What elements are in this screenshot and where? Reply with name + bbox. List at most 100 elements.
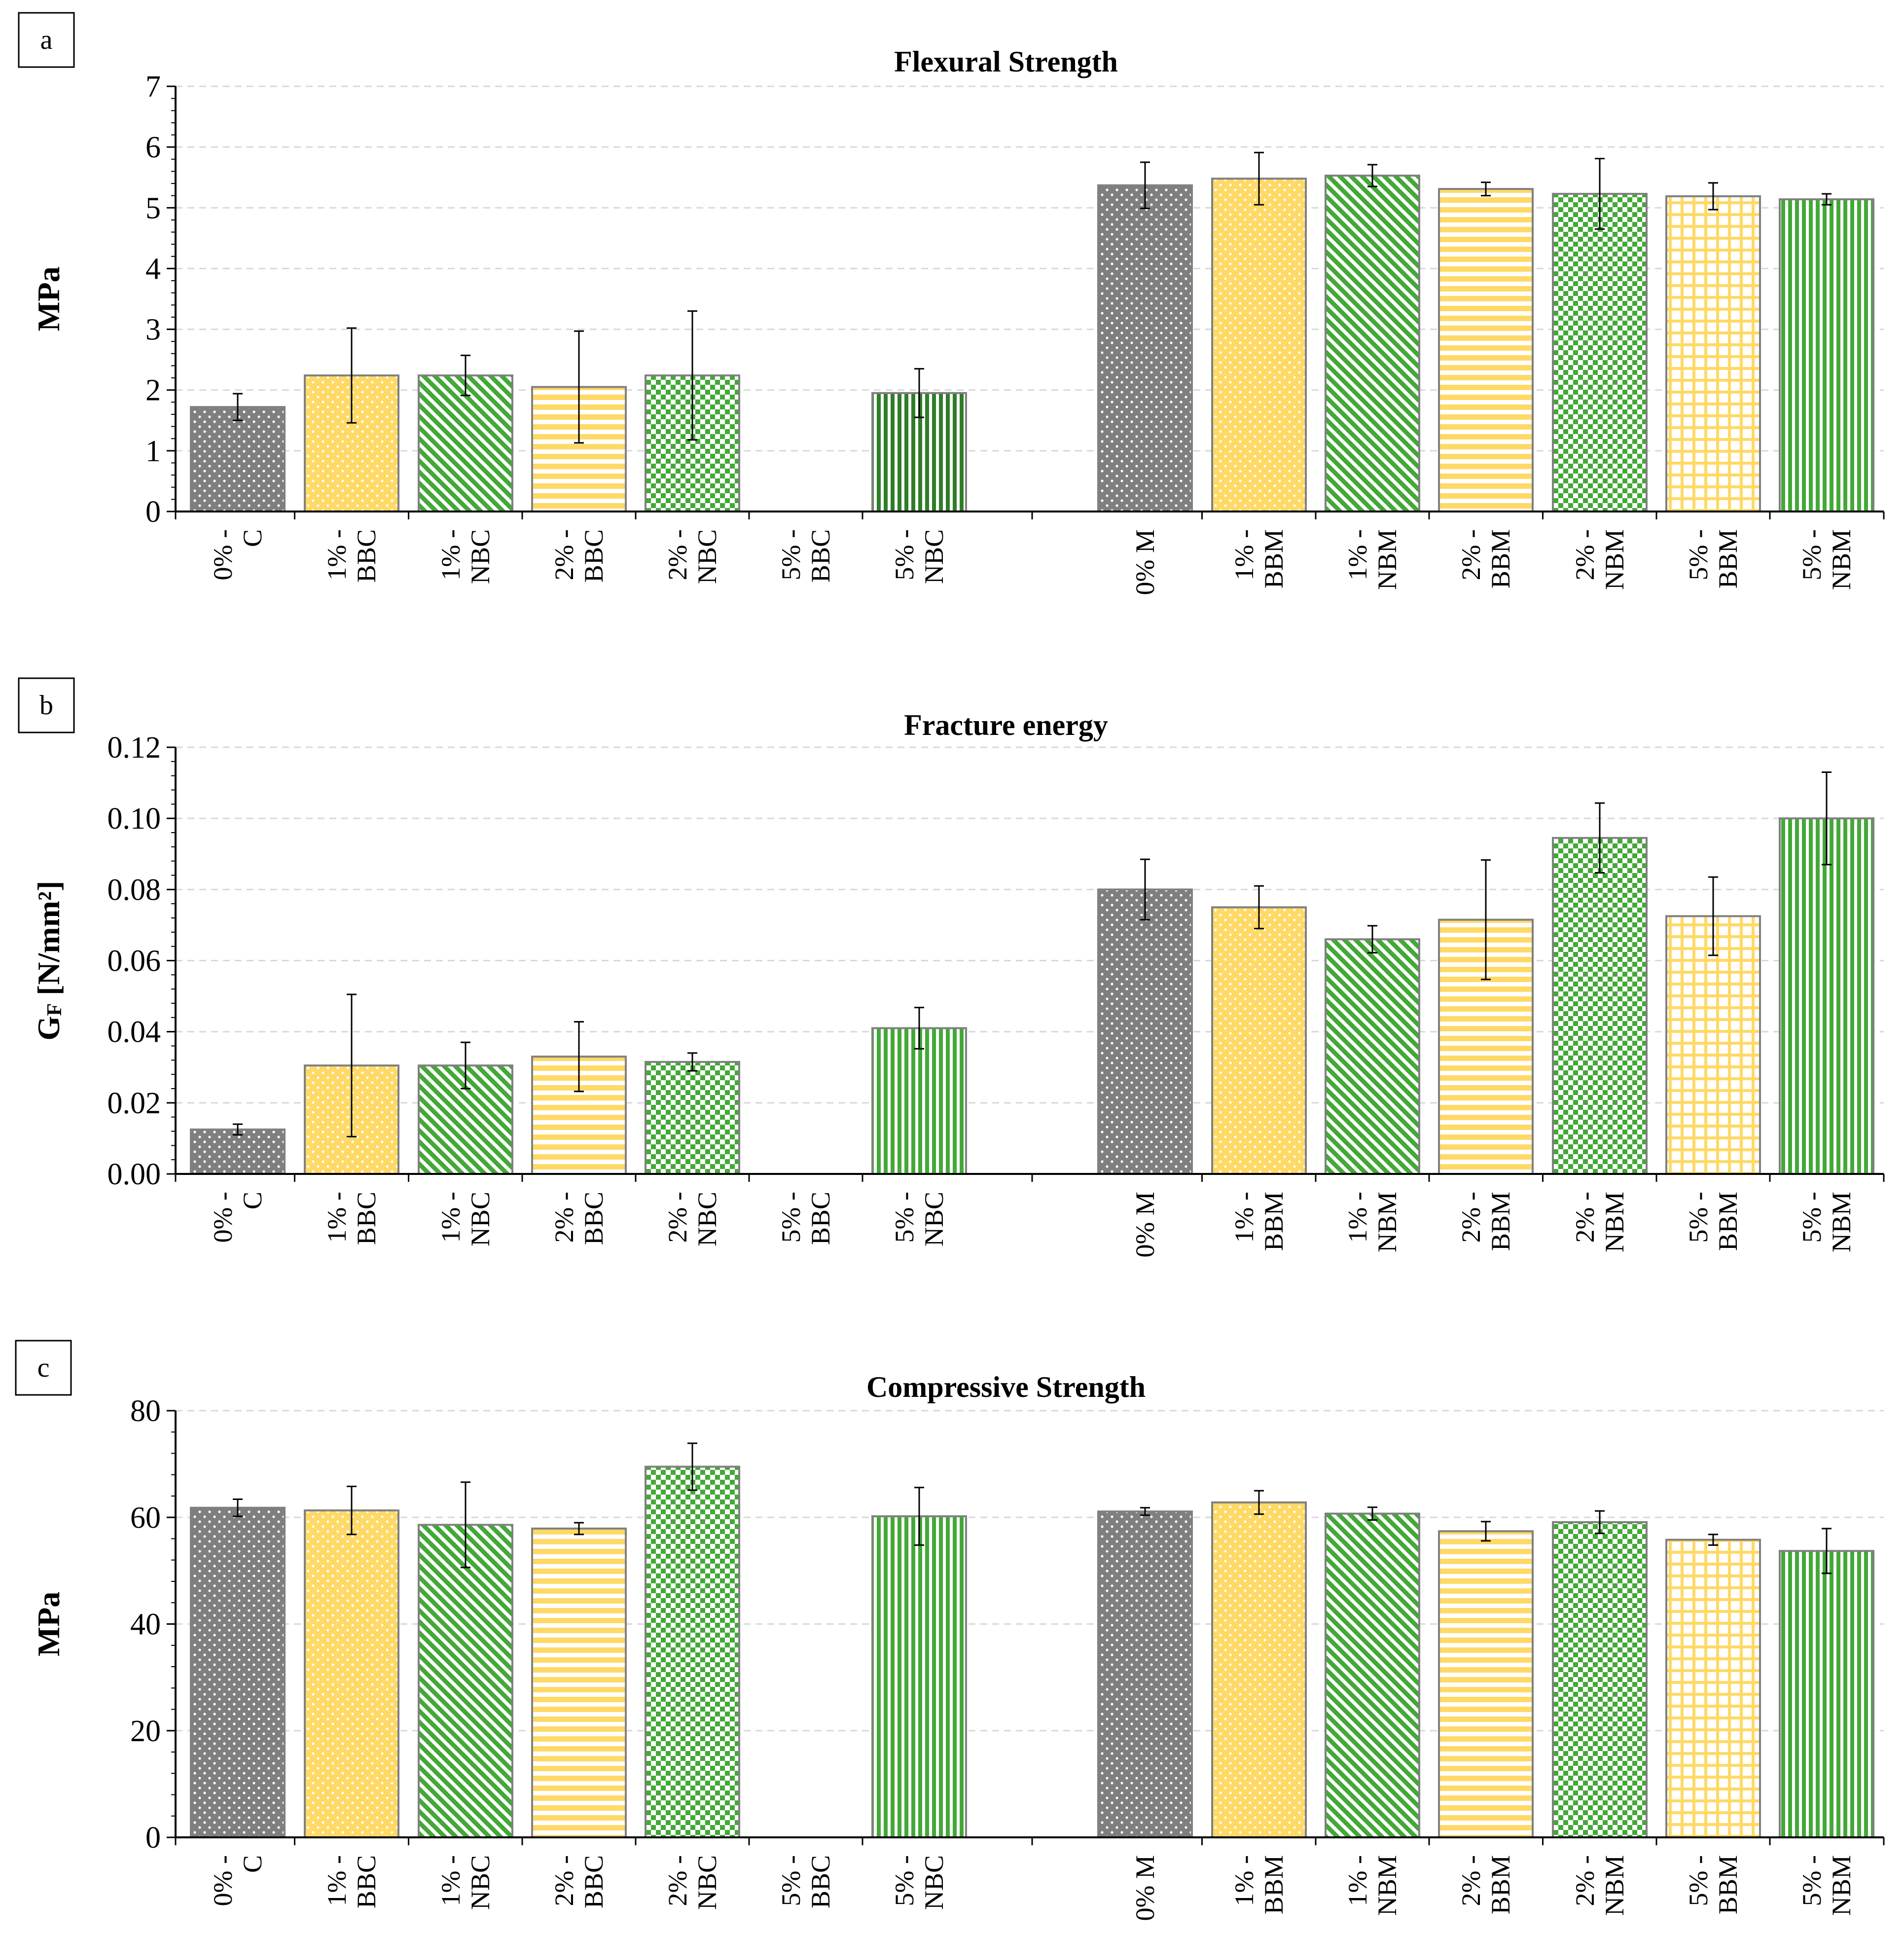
x-tick-label: 5% -NBC: [890, 1192, 949, 1246]
y-tick-label: 80: [130, 1394, 161, 1428]
x-tick-label: 1% -BBM: [1229, 1192, 1289, 1251]
y-tick-label: 0.02: [108, 1087, 161, 1120]
bar: [1211, 906, 1307, 1175]
bar: [304, 1509, 399, 1839]
x-tick-label: 0% -C: [208, 529, 267, 580]
y-tick-label: 0: [145, 495, 161, 529]
bar: [190, 1506, 286, 1839]
x-tick-label: 2% -BBM: [1456, 529, 1515, 588]
bar: [190, 1128, 286, 1175]
bar: [1552, 192, 1648, 513]
x-tick-label: 5% -NBM: [1797, 1855, 1856, 1916]
bar: [1665, 915, 1761, 1175]
x-tick-label: 0% M: [1130, 1855, 1160, 1921]
x-tick-label: 5% -BBC: [776, 1192, 835, 1245]
bar: [1665, 1538, 1761, 1839]
y-axis-label: MPa: [31, 1592, 66, 1657]
bar: [1438, 1530, 1534, 1839]
bar: [1665, 195, 1761, 513]
bar: [871, 1515, 967, 1838]
chart-title: Compressive Strength: [866, 1371, 1146, 1403]
y-tick-label: 0.04: [108, 1016, 161, 1049]
panel-letter: a: [40, 25, 53, 55]
panel-letter-box: [18, 12, 75, 68]
bar: [1438, 188, 1534, 512]
x-tick-label: 5% -BBC: [776, 529, 835, 583]
x-tick-label: 1% -BBC: [322, 529, 381, 583]
x-tick-label: 5% -NBM: [1797, 529, 1856, 590]
y-tick-label: 5: [145, 191, 161, 225]
x-tick-label: 1% -NBM: [1343, 1855, 1402, 1916]
y-tick-label: 20: [130, 1715, 161, 1748]
x-tick-label: 1% -NBM: [1343, 529, 1402, 590]
chart-title: Fracture energy: [904, 709, 1108, 741]
bar: [190, 406, 286, 512]
x-tick-label: 0% M: [1130, 1192, 1160, 1258]
bar: [418, 1524, 513, 1838]
bar: [871, 1027, 967, 1175]
x-tick-label: 1% -BBC: [322, 1192, 381, 1245]
y-tick-label: 0.10: [108, 802, 161, 836]
x-tick-label: 5% -BBM: [1684, 529, 1743, 588]
y-tick-label: 0.06: [108, 945, 161, 978]
y-tick-label: 4: [145, 252, 161, 286]
x-tick-label: 2% -BBC: [549, 1192, 609, 1245]
bar: [1325, 1512, 1420, 1838]
chart-title: Flexural Strength: [894, 45, 1118, 78]
y-tick-label: 0.08: [108, 873, 161, 907]
bar: [1552, 837, 1648, 1175]
x-tick-label: 5% -NBM: [1797, 1192, 1856, 1252]
x-tick-label: 2% -BBC: [549, 529, 609, 583]
x-tick-label: 0% -C: [208, 1192, 267, 1242]
x-tick-label: 2% -NBC: [663, 1855, 722, 1910]
x-tick-label: 2% -BBM: [1456, 1192, 1515, 1251]
x-tick-label: 5% -NBC: [890, 1855, 949, 1910]
y-axis-label: MPa: [31, 266, 66, 331]
chart-panel-a: a Flexural Strength 0 1 2 3 4 5 6 7 0% -C 1% -BBC 1%…: [18, 12, 1885, 595]
x-tick-label: 0% -C: [208, 1855, 267, 1906]
bar: [531, 1527, 627, 1839]
panel-letter-box: [18, 677, 75, 733]
x-tick-label: 2% -BBC: [549, 1855, 609, 1908]
bar: [1097, 888, 1193, 1175]
bar: [1211, 178, 1307, 513]
x-tick-label: 1% -BBM: [1229, 529, 1289, 588]
bar: [1779, 198, 1874, 512]
bar: [418, 374, 513, 512]
x-tick-label: 2% -NBC: [663, 1192, 722, 1246]
x-tick-label: 1% -BBC: [322, 1855, 381, 1908]
y-tick-label: 1: [145, 435, 161, 468]
bar: [1779, 817, 1874, 1175]
bar: [1552, 1521, 1648, 1838]
y-tick-label: 0.00: [108, 1158, 161, 1191]
x-tick-label: 2% -BBM: [1456, 1855, 1515, 1914]
y-tick-label: 3: [145, 313, 161, 347]
panel-letter: c: [37, 1352, 50, 1383]
x-tick-label: 2% -NBM: [1570, 529, 1629, 590]
x-tick-label: 0% M: [1130, 529, 1160, 595]
y-axis-label: GF [N/mm²]: [31, 881, 66, 1041]
bar: [1097, 184, 1193, 513]
x-tick-label: 5% -BBM: [1684, 1855, 1743, 1914]
y-tick-label: 7: [145, 70, 161, 104]
x-tick-label: 5% -BBM: [1684, 1192, 1743, 1251]
y-tick-label: 0: [145, 1821, 161, 1855]
y-tick-label: 2: [145, 374, 161, 407]
bar: [645, 1060, 740, 1175]
bar: [1325, 938, 1420, 1175]
bar: [1779, 1550, 1874, 1838]
x-tick-label: 1% -BBM: [1229, 1855, 1289, 1914]
x-tick-label: 1% -NBM: [1343, 1192, 1402, 1252]
bar: [645, 1465, 740, 1838]
y-tick-label: 60: [130, 1501, 161, 1534]
x-tick-label: 1% -NBC: [436, 1192, 495, 1246]
x-tick-label: 2% -NBC: [663, 529, 722, 584]
x-tick-label: 1% -NBC: [436, 1855, 495, 1910]
bar: [1097, 1510, 1193, 1838]
chart-panel-b: b Fracture energy 0.00 0.02 0.04 0.06 0.08 0.10…: [18, 677, 1885, 1258]
panel-letter: b: [39, 690, 53, 721]
y-tick-label: 0.12: [108, 731, 161, 765]
bar: [1325, 175, 1420, 512]
x-tick-label: 5% -BBC: [776, 1855, 835, 1908]
